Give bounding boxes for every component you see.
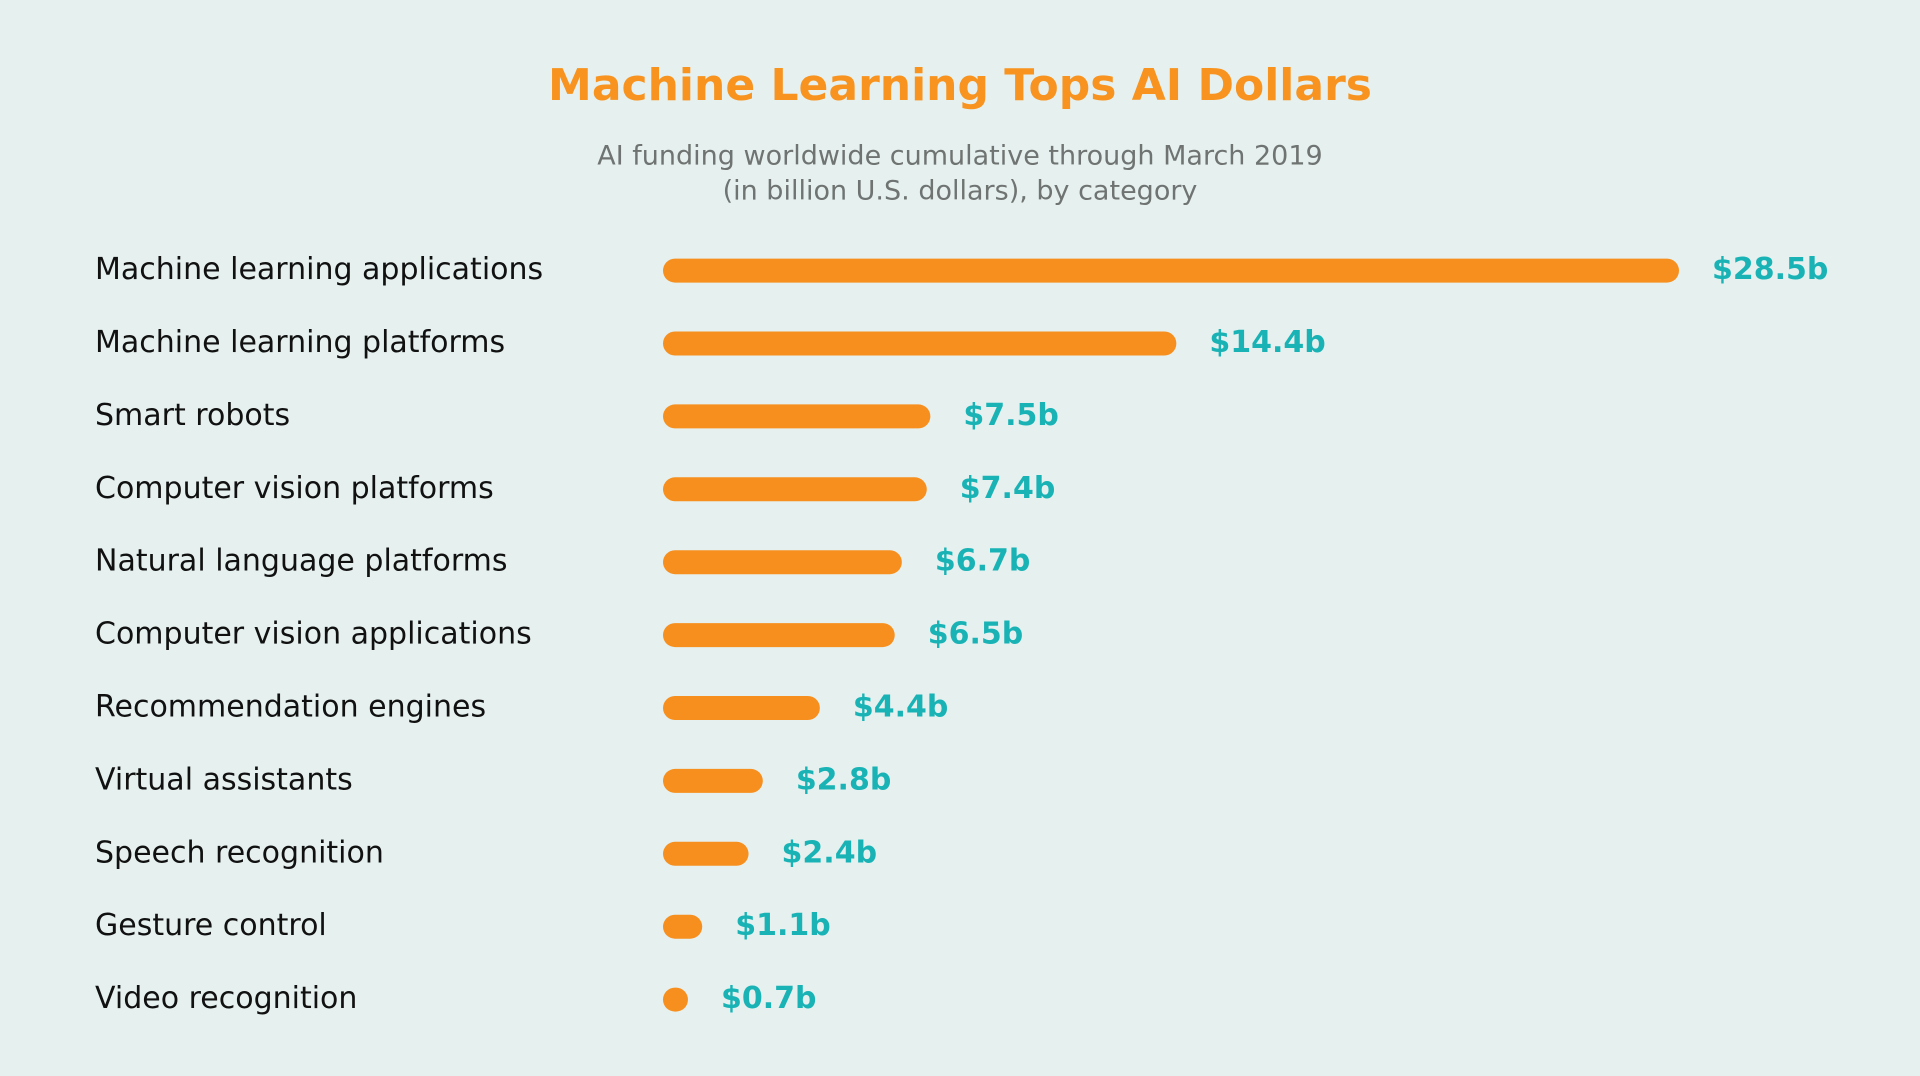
value-label: $7.5b [963,398,1059,433]
value-label: $0.7b [721,981,817,1016]
category-label: Machine learning platforms [95,325,505,360]
bar [663,623,895,648]
value-label: $6.5b [928,617,1024,652]
value-label: $1.1b [735,908,831,943]
category-label: Video recognition [95,981,357,1016]
category-label: Computer vision platforms [95,471,494,506]
bar [663,258,1679,283]
category-label: Machine learning applications [95,252,543,287]
value-label: $4.4b [853,690,949,725]
bar [663,404,931,429]
category-label: Speech recognition [95,835,384,870]
value-label: $28.5b [1712,252,1828,287]
category-label: Computer vision applications [95,617,532,652]
value-label: $14.4b [1209,325,1325,360]
bar [663,841,749,866]
chart-subtitle: (in billion U.S. dollars), by category [723,176,1198,207]
bar [663,768,763,793]
category-label: Virtual assistants [95,762,353,797]
chart-subtitle: AI funding worldwide cumulative through … [597,141,1322,172]
bar [663,477,927,502]
category-label: Recommendation engines [95,690,486,725]
bar [663,550,902,575]
category-label: Smart robots [95,398,290,433]
value-label: $7.4b [960,471,1055,506]
bar [663,987,688,1012]
bar [663,331,1177,356]
bar [663,914,703,939]
chart-title: Machine Learning Tops AI Dollars [548,60,1372,111]
category-label: Natural language platforms [95,544,508,579]
value-label: $2.8b [796,762,892,797]
bar [663,696,820,720]
category-label: Gesture control [95,908,327,943]
value-label: $2.4b [782,835,878,870]
value-label: $6.7b [935,544,1031,579]
